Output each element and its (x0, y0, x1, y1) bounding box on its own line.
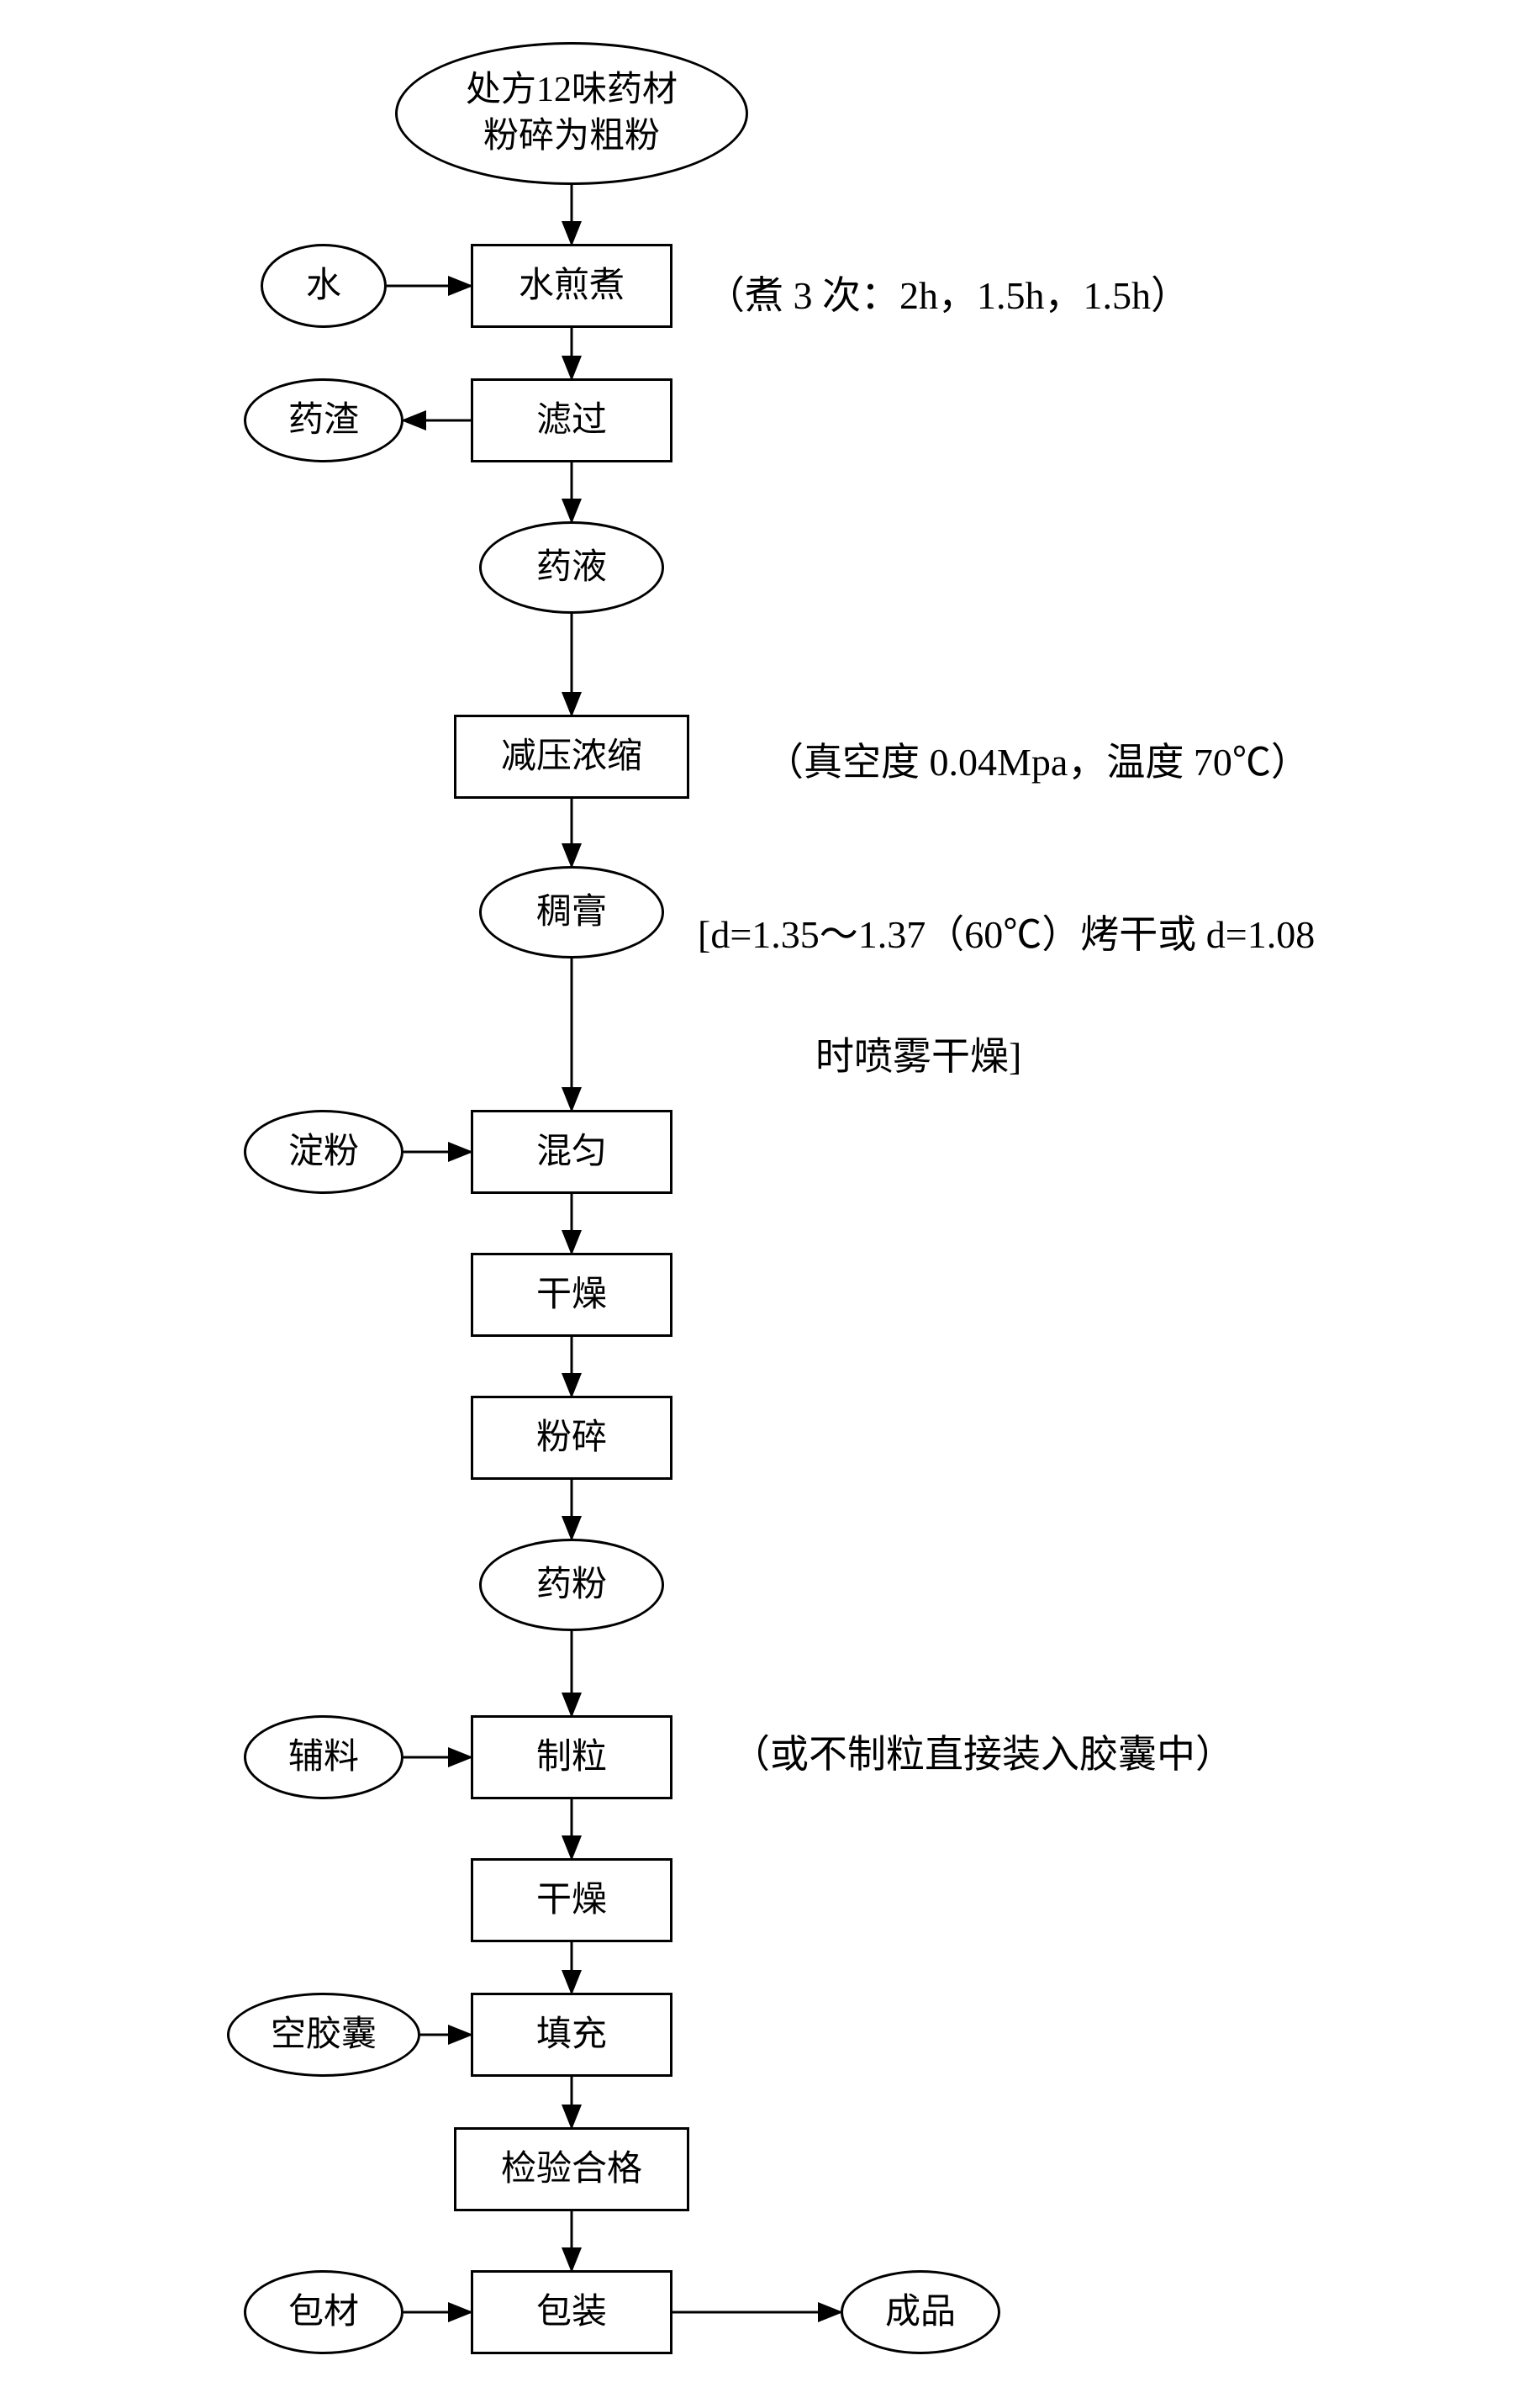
annotation-0: （煮 3 次：2h，1.5h，1.5h） (706, 265, 1189, 320)
node-liquid: 药液 (479, 521, 664, 614)
node-concentrate: 减压浓缩 (454, 715, 689, 799)
node-label-filter: 滤过 (536, 398, 607, 444)
node-label-product: 成品 (885, 2289, 956, 2336)
annotation-1: （真空度 0.04Mpa，温度 70℃） (765, 731, 1310, 787)
node-label-starch: 淀粉 (288, 1129, 359, 1175)
node-excipient: 辅料 (244, 1715, 403, 1799)
node-label-start: 处方12味药材 粉碎为粗粉 (466, 67, 678, 159)
node-water: 水 (261, 244, 387, 328)
node-crush: 粉碎 (471, 1396, 672, 1480)
node-label-packmat: 包材 (288, 2289, 359, 2336)
node-packmat: 包材 (244, 2270, 403, 2354)
node-starch: 淀粉 (244, 1110, 403, 1194)
node-dry2: 干燥 (471, 1858, 672, 1942)
node-label-concentrate: 减压浓缩 (501, 734, 642, 780)
node-powder: 药粉 (479, 1539, 664, 1631)
node-label-liquid: 药液 (536, 545, 607, 591)
node-label-water: 水 (306, 263, 341, 309)
node-label-pack: 包装 (536, 2289, 607, 2336)
node-fill: 填充 (471, 1993, 672, 2077)
node-start: 处方12味药材 粉碎为粗粉 (395, 42, 748, 185)
annotation-4: （或不制粒直接装入胶囊中） (731, 1724, 1234, 1779)
node-label-capsule: 空胶囊 (271, 2012, 377, 2058)
node-mix: 混匀 (471, 1110, 672, 1194)
node-label-excipient: 辅料 (288, 1735, 359, 1781)
node-boil: 水煎煮 (471, 244, 672, 328)
node-paste: 稠膏 (479, 866, 664, 959)
node-label-fill: 填充 (536, 2012, 607, 2058)
node-label-dry1: 干燥 (536, 1272, 607, 1318)
node-label-dregs: 药渣 (288, 398, 359, 444)
node-label-granulate: 制粒 (536, 1735, 607, 1781)
node-inspect: 检验合格 (454, 2127, 689, 2211)
node-label-mix: 混匀 (536, 1129, 607, 1175)
flowchart-canvas: 处方12味药材 粉碎为粗粉水水煎煮药渣滤过药液减压浓缩稠膏淀粉混匀干燥粉碎药粉辅… (0, 0, 1540, 2403)
node-label-powder: 药粉 (536, 1562, 607, 1608)
node-capsule: 空胶囊 (227, 1993, 420, 2077)
annotation-3: 时喷雾干燥] (815, 1026, 1021, 1081)
annotation-2: [d=1.35～1.37（60℃）烤干或 d=1.08 (698, 904, 1315, 959)
node-granulate: 制粒 (471, 1715, 672, 1799)
node-product: 成品 (841, 2270, 1000, 2354)
node-dregs: 药渣 (244, 378, 403, 462)
node-label-paste: 稠膏 (536, 890, 607, 936)
node-label-inspect: 检验合格 (501, 2147, 642, 2193)
node-label-boil: 水煎煮 (519, 263, 625, 309)
node-dry1: 干燥 (471, 1253, 672, 1337)
node-label-crush: 粉碎 (536, 1415, 607, 1461)
node-label-dry2: 干燥 (536, 1878, 607, 1924)
node-filter: 滤过 (471, 378, 672, 462)
node-pack: 包装 (471, 2270, 672, 2354)
